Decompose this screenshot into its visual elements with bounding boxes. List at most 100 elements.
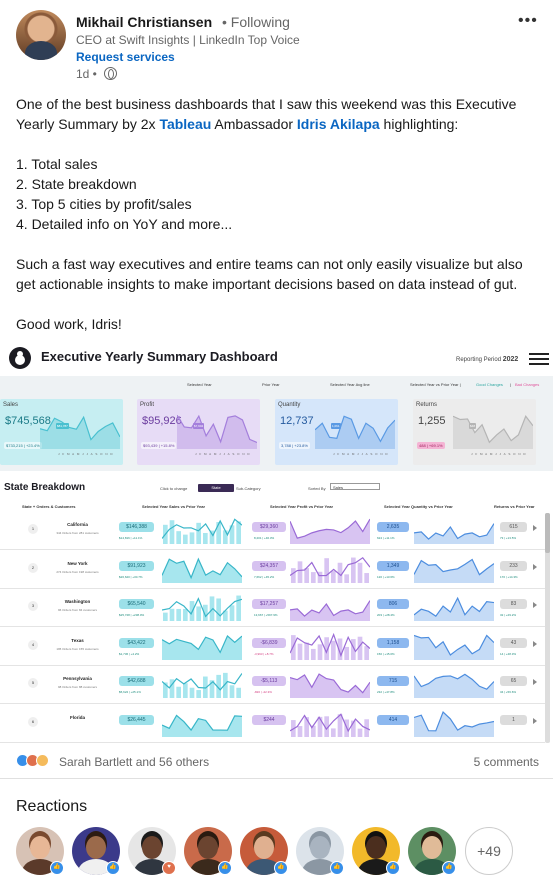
bar bbox=[297, 725, 303, 737]
scrollbar[interactable] bbox=[545, 513, 550, 743]
reactor-avatar[interactable]: 👍 bbox=[16, 827, 64, 875]
area bbox=[414, 711, 494, 737]
tableau-link[interactable]: Tableau bbox=[159, 116, 212, 132]
reactor-avatar[interactable]: 👍 bbox=[72, 827, 120, 875]
line bbox=[414, 523, 494, 540]
table-row[interactable]: 6 Florida $26,445 $244 414 1 bbox=[0, 705, 545, 743]
state-toggle[interactable]: State bbox=[198, 484, 234, 492]
sparkline bbox=[162, 518, 242, 544]
quantity-pill: 1,349 bbox=[377, 560, 409, 571]
sales-pill: $146,388 bbox=[119, 522, 154, 532]
state-rows: 1 California 344 Orders from 281 customers… bbox=[0, 512, 553, 745]
more-horizontal-icon[interactable]: ••• bbox=[518, 12, 538, 29]
table-row[interactable]: 5 Pennsylvania 98 Orders from 88 customers… bbox=[0, 666, 545, 704]
author-name[interactable]: Mikhail Christiansen bbox=[76, 14, 213, 30]
bar bbox=[176, 686, 181, 698]
table-row[interactable]: 1 California 344 Orders from 281 customers… bbox=[0, 512, 545, 550]
love-badge-icon: ♥ bbox=[162, 861, 176, 875]
play-icon[interactable] bbox=[533, 525, 537, 531]
idris-akilapa-link[interactable]: Idris Akilapa bbox=[296, 116, 380, 132]
table-row[interactable]: 3 Washington 96 Orders from 84 customers $6… bbox=[0, 589, 545, 627]
profit-pill: $17,257 bbox=[252, 599, 286, 609]
bar bbox=[357, 562, 363, 583]
returns-pill: 65 bbox=[500, 676, 527, 686]
play-icon[interactable] bbox=[533, 717, 537, 724]
bar bbox=[223, 530, 228, 544]
sparkline bbox=[414, 558, 494, 583]
kpi-card-profit[interactable]: Profit $95,926 $93,439 | +15.8% $7,904 J F M… bbox=[137, 399, 260, 465]
reactor-avatar[interactable]: ♥ bbox=[128, 827, 176, 875]
kpi-label: Sales bbox=[3, 402, 19, 408]
returns-pill: 615 bbox=[500, 522, 527, 532]
reactor-avatar[interactable]: 👍 bbox=[240, 827, 288, 875]
kpi-value: 1,255 bbox=[418, 415, 446, 427]
insightful-icon bbox=[36, 754, 49, 767]
breakdown-title: State Breakdown bbox=[4, 482, 86, 493]
avatar bbox=[408, 827, 456, 875]
request-services-link[interactable]: Request services bbox=[76, 50, 175, 64]
kpi-change: $733,215 | +23.4% bbox=[4, 442, 42, 449]
returns-change: 14 | +48.3% bbox=[500, 651, 517, 656]
more-reactions-button[interactable]: +49 bbox=[465, 827, 513, 875]
bar bbox=[163, 682, 168, 698]
reactors-link[interactable]: Sarah Bartlett and 56 others bbox=[59, 755, 210, 769]
sales-pill: $42,688 bbox=[119, 676, 154, 686]
sales-change: $1,736 | +4.2% bbox=[119, 651, 140, 656]
dashboard-title: Executive Yearly Summary Dashboard bbox=[41, 349, 278, 364]
sparkline bbox=[290, 600, 370, 621]
line bbox=[162, 673, 242, 691]
kpi-card-sales[interactable]: Sales $745,568 $733,215 | +23.4% $81,787 J F… bbox=[0, 399, 123, 465]
subcategory-toggle[interactable]: Sub-Category bbox=[236, 486, 261, 491]
reactor-avatar[interactable]: 👍 bbox=[408, 827, 456, 875]
quantity-change: 203 | +28.4% bbox=[377, 613, 395, 617]
sparkline bbox=[162, 557, 242, 583]
state-name: Texas bbox=[71, 637, 84, 643]
author-avatar[interactable] bbox=[16, 10, 66, 60]
bar bbox=[291, 567, 296, 583]
comments-link[interactable]: 5 comments bbox=[473, 755, 539, 769]
play-icon[interactable] bbox=[533, 679, 537, 685]
sparkline bbox=[414, 596, 494, 621]
kpi-tag: $7,904 bbox=[193, 423, 205, 429]
kpi-card-quantity[interactable]: Quantity 12,737 3,788 | +23.8% 1,061 J F M A… bbox=[275, 399, 398, 465]
state-breakdown: State Breakdown Click to change State Su… bbox=[0, 471, 553, 745]
bar bbox=[209, 596, 215, 621]
sparkline bbox=[290, 632, 370, 660]
bar bbox=[236, 595, 241, 621]
kpi-value: 12,737 bbox=[280, 415, 314, 427]
reactor-avatar[interactable]: 👍 bbox=[352, 827, 400, 875]
play-icon[interactable] bbox=[533, 602, 537, 608]
state-orders: 274 Orders from 198 customers bbox=[56, 569, 99, 574]
kpi-card-returns[interactable]: Returns 1,255 488 | +69.1% $48 J F M A M J J… bbox=[413, 399, 536, 465]
dashboard-image[interactable]: Executive Yearly Summary Dashboard Repor… bbox=[0, 341, 553, 745]
reactor-avatar[interactable]: 👍 bbox=[184, 827, 232, 875]
kpi-months: J F M A M J J A S O N D bbox=[58, 452, 114, 456]
post-paragraph: Such a fast way executives and entire te… bbox=[16, 256, 523, 292]
line bbox=[177, 414, 257, 444]
table-row[interactable]: 4 Texas 195 Orders from 155 customers $43,4… bbox=[0, 628, 545, 666]
returns-pill: 83 bbox=[500, 599, 527, 609]
returns-pill: 1 bbox=[500, 714, 527, 725]
area bbox=[162, 635, 242, 660]
bar bbox=[344, 573, 349, 583]
play-icon[interactable] bbox=[533, 563, 537, 570]
bar bbox=[324, 636, 329, 660]
sales-change: $26,620 | +30.7% bbox=[119, 574, 143, 579]
play-icon[interactable] bbox=[533, 640, 537, 647]
sales-pill: $65,540 bbox=[119, 599, 154, 609]
line bbox=[162, 557, 242, 579]
list-item: 3. Top 5 cities by profit/sales bbox=[16, 196, 192, 212]
sparkline bbox=[453, 415, 533, 449]
bar bbox=[304, 567, 309, 583]
sparkline bbox=[162, 672, 242, 698]
sparkline bbox=[290, 518, 370, 544]
table-row[interactable]: 2 New York 274 Orders from 198 customers $9… bbox=[0, 551, 545, 589]
sort-select[interactable]: Sales bbox=[330, 483, 380, 490]
scrollbar-thumb[interactable] bbox=[545, 513, 550, 553]
avatar-head bbox=[86, 836, 106, 859]
line bbox=[290, 712, 370, 732]
line bbox=[40, 415, 120, 441]
reactor-avatar[interactable]: 👍 bbox=[296, 827, 344, 875]
line bbox=[290, 518, 370, 539]
dashboard-legend: Selected Year Prior Year Selected Year A… bbox=[187, 382, 540, 387]
